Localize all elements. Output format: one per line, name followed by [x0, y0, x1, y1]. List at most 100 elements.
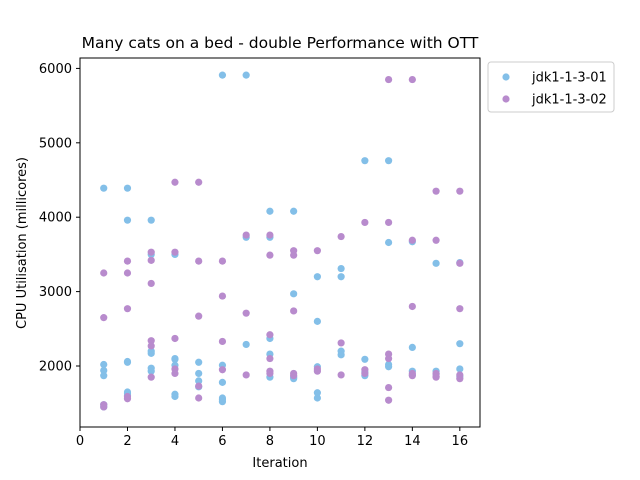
- data-point: [242, 71, 250, 79]
- data-point: [456, 187, 464, 195]
- data-point: [147, 373, 155, 381]
- data-point: [100, 314, 108, 322]
- y-tick-label: 6000: [39, 62, 72, 77]
- data-point: [266, 251, 274, 259]
- data-point: [100, 372, 108, 380]
- data-point: [218, 366, 227, 374]
- data-point: [218, 257, 227, 265]
- data-point: [290, 372, 298, 380]
- data-point: [171, 369, 179, 378]
- data-point: [313, 389, 321, 397]
- data-point: [385, 218, 393, 227]
- x-tick-label: 14: [404, 434, 421, 449]
- x-tick-label: 12: [357, 434, 374, 449]
- data-point: [100, 269, 108, 277]
- y-axis-label: CPU Utilisation (millicores): [15, 157, 30, 329]
- data-point: [385, 157, 393, 165]
- data-point: [432, 187, 440, 195]
- data-point: [123, 269, 132, 277]
- data-point: [218, 398, 227, 406]
- data-point: [100, 360, 108, 369]
- data-point: [408, 302, 416, 311]
- y-tick-label: 3000: [39, 285, 72, 300]
- data-point: [123, 305, 132, 313]
- data-point: [171, 355, 179, 363]
- legend: jdk1-1-3-01 jdk1-1-3-02: [487, 61, 615, 113]
- data-point: [147, 367, 155, 375]
- data-point: [218, 292, 227, 300]
- data-point: [195, 257, 203, 265]
- data-point: [337, 339, 345, 347]
- x-tick-label: 0: [76, 434, 84, 449]
- data-point: [195, 358, 203, 366]
- data-point: [385, 238, 393, 247]
- data-point: [456, 259, 464, 267]
- legend-marker: [502, 73, 510, 81]
- data-point: [266, 207, 274, 215]
- x-tick-label: 8: [266, 434, 274, 449]
- axes-layer: 0 2 4 6 8 10 12 14 16 2000 3000 4000 5000 6000: [39, 57, 481, 449]
- data-point: [266, 369, 274, 378]
- data-point: [313, 273, 321, 281]
- data-point: [123, 358, 132, 366]
- data-point: [242, 231, 250, 239]
- data-point: [242, 309, 250, 317]
- legend-box: [487, 61, 615, 113]
- data-point: [313, 394, 321, 402]
- data-point: [242, 340, 250, 349]
- data-point: [290, 290, 298, 298]
- plot-frame: [79, 57, 481, 428]
- data-point: [408, 372, 416, 380]
- data-point: [290, 207, 298, 215]
- data-point: [385, 354, 393, 363]
- data-point: [147, 279, 155, 288]
- data-point: [171, 392, 179, 401]
- data-point: [195, 377, 203, 385]
- x-tick-label: 16: [452, 434, 469, 449]
- x-tick-label: 2: [123, 434, 131, 449]
- data-point: [147, 256, 155, 264]
- legend-label: jdk1-1-3-01: [531, 71, 607, 86]
- data-point: [337, 371, 345, 379]
- data-point: [147, 342, 155, 350]
- data-point: [218, 378, 227, 386]
- data-point: [100, 184, 108, 192]
- data-point: [195, 178, 203, 186]
- data-point: [100, 403, 108, 411]
- data-point: [337, 351, 345, 359]
- data-point: [123, 395, 132, 403]
- chart-title: Many cats on a bed - double Performance …: [82, 34, 479, 52]
- data-point: [218, 337, 227, 346]
- data-point: [313, 367, 321, 375]
- x-tick-label: 4: [171, 434, 179, 449]
- data-point: [123, 184, 132, 192]
- data-point: [456, 375, 464, 383]
- data-point: [147, 248, 155, 256]
- data-point: [385, 396, 393, 404]
- data-point: [361, 157, 369, 165]
- data-point: [385, 363, 393, 371]
- data-point: [432, 236, 440, 244]
- data-point: [385, 75, 393, 84]
- data-point: [195, 369, 203, 378]
- data-point: [195, 382, 203, 390]
- data-point: [147, 337, 155, 345]
- data-point: [456, 365, 464, 373]
- data-point: [171, 334, 179, 343]
- data-point: [337, 273, 345, 281]
- data-point: [408, 343, 416, 351]
- series-layer: [100, 71, 464, 411]
- data-point: [313, 317, 321, 325]
- data-point: [432, 259, 440, 267]
- x-tick-label: 10: [309, 434, 326, 449]
- data-point: [361, 369, 369, 378]
- data-point: [361, 218, 369, 227]
- data-point: [123, 257, 132, 265]
- data-point: [432, 373, 440, 381]
- data-point: [313, 247, 321, 255]
- data-point: [290, 251, 298, 259]
- data-point: [456, 340, 464, 348]
- data-point: [100, 366, 108, 375]
- data-point: [123, 216, 132, 224]
